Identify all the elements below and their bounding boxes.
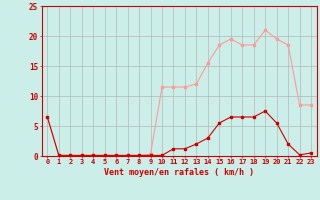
X-axis label: Vent moyen/en rafales ( km/h ): Vent moyen/en rafales ( km/h ) [104, 168, 254, 177]
